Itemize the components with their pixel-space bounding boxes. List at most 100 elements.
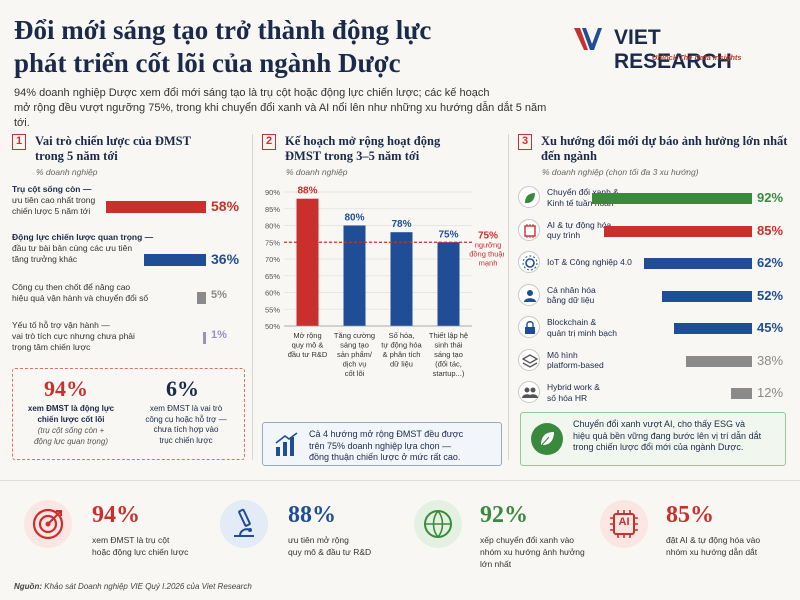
stat-number: 85% (666, 502, 714, 528)
y-tick-label: 55% (265, 305, 280, 314)
s3-item-label: Hybrid work & số hóa HR (547, 382, 600, 403)
s3-item-label: IoT & Công nghiệp 4.0 (547, 257, 632, 267)
people-icon (518, 381, 540, 403)
s3-note-box: Chuyển đổi xanh vượt AI, cho thấy ESG và… (520, 412, 786, 466)
stat-description: đặt AI & tự động hóa vào nhóm xu hướng d… (666, 535, 761, 557)
x-tick-label: sinh thái (435, 341, 463, 350)
section3-subtitle: % doanh nghiệp (chọn tối đa 3 xu hướng) (542, 167, 699, 177)
x-tick-label: sản phẩm/ (337, 350, 373, 359)
section2-number: 2 (262, 134, 276, 150)
x-tick-label: cốt lõi (345, 369, 365, 378)
target-icon (24, 500, 72, 548)
s3-bar (592, 193, 752, 204)
s3-bar (661, 290, 752, 302)
s1-bar-value: 5% (211, 289, 227, 301)
x-tick-label: startup...) (433, 369, 465, 378)
s1-summary-left-number: 94% (44, 376, 88, 401)
y-tick-label: 50% (265, 322, 280, 331)
x-tick-label: đầu tư R&D (288, 350, 328, 359)
s3-bar-value: 38% (757, 352, 784, 368)
section3-number: 3 (518, 134, 532, 150)
s3-item-label: AI & tự động hóa quy trình (547, 219, 612, 241)
s1-bar-value: 58% (211, 198, 240, 214)
s2-note-text: Cả 4 hướng mở rộng ĐMST đều được trên 75… (309, 429, 464, 462)
stat-number: 88% (288, 502, 336, 528)
s3-bar-value: 92% (757, 190, 784, 205)
s3-item-label: Chuyển đổi xanh & Kinh tế tuần hoàn (547, 187, 619, 208)
stat-number: 92% (480, 502, 528, 528)
leaf-icon (518, 186, 540, 208)
x-tick-label: Số hóa, (389, 331, 415, 340)
section1-title: Vai trò chiến lược của ĐMST trong 5 năm … (35, 134, 191, 163)
s1-item-label: Yếu tố hỗ trợ vận hành — vai trò tích cự… (12, 320, 135, 352)
s1-item-label: Trụ cột sống còn — ưu tiên cao nhất tron… (12, 184, 96, 216)
s3-item-label: Blockchain & quản trị minh bạch (547, 317, 617, 338)
threshold-value-label: 75% (478, 230, 498, 241)
bar (437, 242, 460, 326)
layers-icon (518, 348, 540, 371)
s1-item-label: Động lực chiến lược quan trọng — đầu tư … (12, 232, 154, 264)
s1-summary-box (12, 368, 245, 460)
iot-gear-icon (518, 251, 540, 273)
s1-bar (197, 292, 206, 304)
s3-bar (685, 355, 752, 367)
logo-name: VIET RESEARCH (614, 26, 732, 73)
stat-number: 94% (92, 502, 140, 528)
threshold-label: mạnh (479, 258, 498, 267)
logo-tagline: Unlock The Data Insights (652, 53, 742, 62)
x-tick-label: sáng tạo (340, 341, 369, 350)
x-tick-label: Mở rộng (293, 331, 321, 340)
x-tick-label: dịch vụ (343, 360, 367, 369)
bar-value-label: 75% (438, 229, 458, 240)
s3-bar (731, 388, 752, 399)
divider (508, 134, 509, 460)
stat-description: xem ĐMST là trụ cột hoặc động lực chiến … (92, 535, 189, 557)
s1-bar-value: 1% (211, 329, 227, 341)
stat-description: xếp chuyển đổi xanh vào nhóm xu hướng ản… (480, 535, 585, 569)
microscope-icon (220, 500, 268, 548)
expansion-bar-chart: 50% 55% 60% 65% 70% 75% 80% 85% 90% 88% Mở rộngquy… (265, 186, 504, 378)
section1-subtitle: % doanh nghiệp (36, 167, 98, 177)
x-tick-label: tự động hóa (381, 341, 422, 350)
x-tick-label: Tăng cường (334, 331, 375, 340)
s1-summary-right-number: 6% (166, 376, 199, 401)
s3-bar-value: 45% (757, 320, 784, 335)
s1-bar (143, 254, 206, 266)
section1-header: 1 Vai trò chiến lược của ĐMST trong 5 nă… (12, 134, 191, 164)
ai-chip-icon (518, 218, 540, 241)
bar (343, 225, 366, 326)
section3-header: 3 Xu hướng đổi mới dự báo ảnh hưởng lớn … (518, 134, 787, 164)
bar (296, 198, 319, 326)
ai-icon: AI (600, 500, 648, 548)
person-icon (518, 283, 540, 306)
s1-summary-left-text: xem ĐMST là động lực chiến lược cốt lõi (27, 404, 115, 424)
x-tick-label: Thiết lập hệ (429, 331, 468, 340)
s3-bar (644, 258, 752, 269)
page-title: Đổi mới sáng tạo trở thành động lực phát… (14, 15, 432, 78)
s3-bar-value: 52% (757, 287, 784, 303)
y-tick-label: 60% (265, 289, 280, 298)
s1-item-label: Công cụ then chốt để nâng cao hiệu quả v… (12, 282, 149, 303)
globe-leaf-icon (414, 500, 462, 548)
s3-item-label: Cá nhân hóa bằng dữ liệu (547, 284, 596, 306)
logo-mark-icon (574, 28, 602, 50)
y-tick-label: 75% (265, 238, 280, 247)
bar-value-label: 80% (344, 213, 364, 224)
s2-note-box: Cả 4 hướng mở rộng ĐMST đều được trên 75… (262, 422, 502, 466)
divider (252, 134, 253, 460)
bar-value-label: 78% (391, 219, 411, 230)
x-tick-label: dữ liệu (390, 360, 413, 369)
x-tick-label: quy mô & (292, 341, 324, 350)
bottom-stats-band (0, 480, 800, 580)
s3-note-text: Chuyển đổi xanh vượt AI, cho thấy ESG và… (573, 419, 762, 452)
section2-header: 2 Kế hoạch mở rộng hoạt động ĐMST trong … (262, 134, 440, 164)
s3-bar-value: 12% (757, 385, 784, 400)
viet-research-logo: VIET RESEARCH Unlock The Data Insights (572, 26, 782, 73)
stat-description: ưu tiên mở rộng quy mô & đầu tư R&D (288, 535, 372, 557)
y-tick-label: 90% (265, 188, 280, 197)
y-tick-label: 70% (265, 255, 280, 264)
s1-summary-right-text: xem ĐMST là vai trò công cụ hoặc hỗ trợ … (145, 404, 227, 445)
y-tick-label: 65% (265, 272, 280, 281)
y-tick-label: 85% (265, 205, 280, 214)
s3-bar-value: 62% (757, 255, 784, 270)
